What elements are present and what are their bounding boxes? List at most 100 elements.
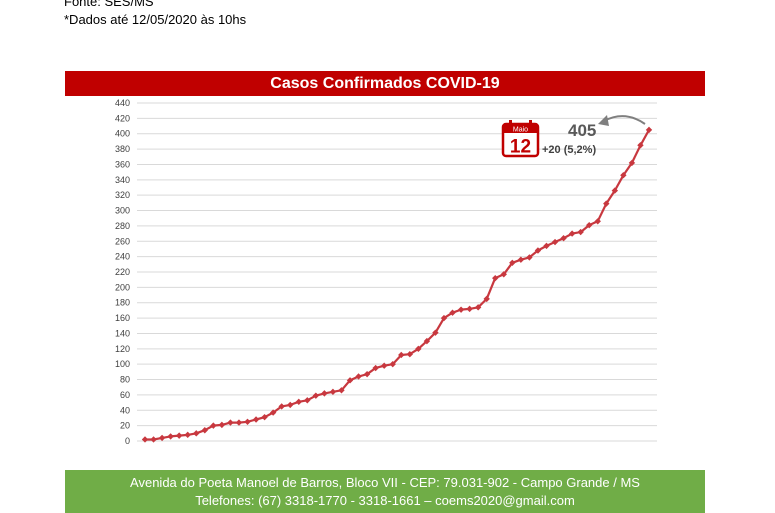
- pointer-arrowhead: [598, 115, 609, 126]
- series-layer: [141, 126, 653, 443]
- data-point-39: [474, 304, 482, 311]
- daily-change-label: +20 (5,2%): [542, 144, 596, 156]
- y-tick-label-260: 260: [115, 236, 130, 246]
- data-point-41: [492, 274, 499, 282]
- data-point-4: [175, 432, 183, 439]
- y-tick-label-280: 280: [115, 221, 130, 231]
- data-point-1: [150, 436, 157, 443]
- data-point-50: [568, 230, 576, 237]
- data-point-24: [346, 377, 354, 384]
- data-point-35: [440, 314, 448, 322]
- y-tick-label-380: 380: [115, 144, 130, 154]
- y-tick-label-180: 180: [115, 298, 130, 308]
- y-tick-label-320: 320: [115, 190, 130, 200]
- data-point-49: [560, 235, 567, 242]
- data-point-18: [295, 398, 302, 406]
- data-point-3: [167, 433, 174, 440]
- data-point-15: [269, 409, 277, 416]
- data-point-11: [235, 419, 243, 426]
- data-point-57: [628, 159, 636, 167]
- data-point-13: [252, 416, 260, 423]
- data-point-16: [278, 403, 285, 410]
- data-point-25: [355, 373, 362, 380]
- chart-title: Casos Confirmados COVID-19: [270, 74, 500, 92]
- y-tick-label-120: 120: [115, 344, 130, 354]
- data-point-31: [406, 350, 414, 358]
- pointer-arrow: [603, 115, 646, 125]
- data-point-29: [389, 360, 396, 368]
- y-tick-label-20: 20: [120, 421, 130, 431]
- chart-title-bar: Casos Confirmados COVID-19: [65, 71, 705, 96]
- data-point-44: [517, 256, 525, 263]
- calendar-icon: Maio 12: [501, 120, 540, 158]
- data-point-17: [287, 401, 294, 409]
- y-tick-label-360: 360: [115, 159, 130, 169]
- footer-contact: Avenida do Poeta Manoel de Barros, Bloco…: [65, 470, 705, 513]
- annotation-group: Maio 12 405 +20 (5,2%): [501, 115, 646, 158]
- data-point-58: [637, 142, 644, 149]
- footer-phones: Telefones: (67) 3318-1770 - 3318-1661 – …: [195, 492, 575, 508]
- data-point-45: [526, 254, 533, 261]
- data-point-48: [551, 238, 559, 246]
- data-point-26: [363, 370, 371, 378]
- y-tick-label-220: 220: [115, 267, 130, 277]
- footer-address: Avenida do Poeta Manoel de Barros, Bloco…: [130, 474, 640, 490]
- data-point-43: [509, 259, 516, 266]
- data-point-22: [329, 388, 337, 396]
- data-point-6: [193, 430, 200, 437]
- series-line: [145, 129, 650, 441]
- data-point-23: [338, 387, 345, 394]
- y-tick-labels: 0 20 40 60 80 100 120 140 160 180 200 220 240 260 280 3…: [115, 98, 130, 446]
- data-date-note: *Dados até 12/05/2020 às 10hs: [64, 12, 247, 27]
- y-tick-label-100: 100: [115, 359, 130, 369]
- data-point-8: [210, 422, 217, 429]
- data-point-12: [244, 418, 251, 425]
- data-point-9: [218, 421, 226, 429]
- data-point-30: [398, 351, 405, 359]
- data-point-19: [304, 397, 311, 404]
- calendar-day: 12: [510, 137, 531, 158]
- data-point-53: [594, 218, 601, 225]
- grid-lines: [137, 102, 657, 442]
- data-point-7: [201, 427, 208, 434]
- calendar-month: Maio: [513, 127, 528, 134]
- data-point-32: [415, 345, 422, 353]
- y-tick-label-80: 80: [120, 375, 130, 385]
- data-point-0: [141, 436, 149, 443]
- data-point-38: [466, 305, 473, 313]
- latest-value-label: 405: [568, 121, 596, 140]
- data-point-51: [577, 228, 584, 236]
- data-point-28: [380, 362, 388, 369]
- y-tick-label-40: 40: [120, 405, 130, 415]
- y-tick-label-200: 200: [115, 282, 130, 292]
- data-point-33: [423, 337, 431, 345]
- y-tick-label-300: 300: [115, 206, 130, 216]
- y-tick-label-240: 240: [115, 252, 130, 262]
- data-point-40: [483, 295, 490, 303]
- data-point-37: [457, 306, 465, 313]
- y-tick-label-60: 60: [120, 390, 130, 400]
- data-point-21: [321, 390, 328, 397]
- data-point-42: [500, 271, 507, 278]
- y-tick-label-140: 140: [115, 328, 130, 338]
- data-point-20: [312, 392, 320, 399]
- data-point-59: [645, 126, 653, 134]
- data-point-2: [158, 434, 166, 442]
- data-point-10: [227, 419, 234, 426]
- data-point-34: [432, 329, 439, 336]
- y-tick-label-340: 340: [115, 175, 130, 185]
- data-point-54: [603, 200, 610, 207]
- data-point-5: [184, 431, 191, 439]
- y-tick-label-440: 440: [115, 98, 130, 108]
- data-point-27: [372, 364, 379, 372]
- data-point-52: [586, 221, 593, 229]
- data-point-47: [543, 242, 550, 250]
- y-tick-label-420: 420: [115, 113, 130, 123]
- data-point-14: [261, 413, 268, 421]
- source-text: Fonte: SES/MS: [64, 0, 154, 9]
- y-tick-label-160: 160: [115, 313, 130, 323]
- y-tick-label-0: 0: [125, 436, 130, 446]
- data-point-55: [611, 187, 619, 194]
- data-point-56: [620, 172, 627, 179]
